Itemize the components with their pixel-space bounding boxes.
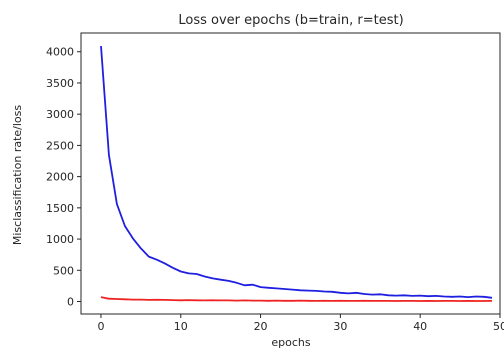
- y-tick-label-1000: 1000: [46, 233, 74, 246]
- x-tick-label-40: 40: [413, 320, 427, 333]
- x-tick-label-20: 20: [254, 320, 268, 333]
- x-tick-label-50: 50: [493, 320, 504, 333]
- y-tick-label-2000: 2000: [46, 171, 74, 184]
- y-tick-label-4000: 4000: [46, 46, 74, 59]
- chart-title: Loss over epochs (b=train, r=test): [178, 13, 403, 28]
- y-tick-label-3000: 3000: [46, 108, 74, 121]
- series-line-0: [100, 46, 493, 299]
- y-tick-label-1500: 1500: [46, 202, 74, 215]
- x-tick-label-10: 10: [174, 320, 188, 333]
- x-tick-label-30: 30: [333, 320, 347, 333]
- x-axis-label: epochs: [271, 336, 310, 349]
- y-axis-label: Misclassification rate/loss: [11, 105, 24, 245]
- series-line-1: [100, 296, 493, 302]
- y-tick-label-500: 500: [53, 264, 74, 277]
- axes-frame: [80, 32, 501, 315]
- plot-area: 0 10 20 30 40 5005001000150020002500300035004…: [46, 32, 504, 333]
- y-tick-label-2500: 2500: [46, 139, 74, 152]
- x-tick-label-0: 0: [97, 320, 104, 333]
- y-tick-label-0: 0: [67, 296, 74, 309]
- y-tick-label-3500: 3500: [46, 77, 74, 90]
